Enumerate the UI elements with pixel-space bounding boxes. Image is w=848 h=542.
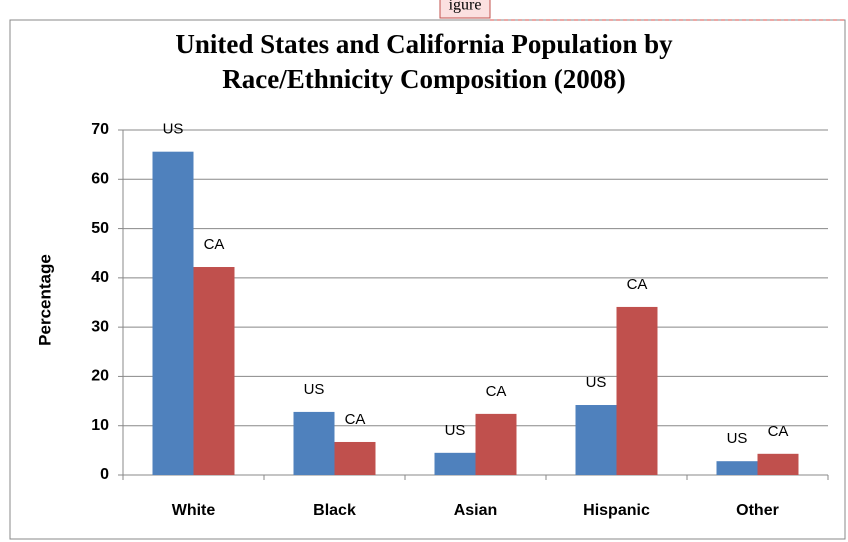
y-tick-label: 50 <box>91 220 109 237</box>
tab-label: igure <box>449 0 482 14</box>
data-label: US <box>586 374 607 391</box>
y-tick-label: 0 <box>100 466 109 483</box>
tab-box <box>439 0 491 19</box>
x-tick-label: Asian <box>454 502 498 519</box>
bar <box>152 151 194 475</box>
data-label: US <box>304 381 325 398</box>
data-label: CA <box>627 276 648 293</box>
data-label: US <box>445 422 466 439</box>
y-tick-label: 60 <box>91 171 109 188</box>
data-label: US <box>163 121 184 138</box>
y-tick-label: 40 <box>91 269 109 286</box>
bar <box>575 405 617 475</box>
bar <box>434 452 476 475</box>
data-label: CA <box>204 236 225 253</box>
bar <box>475 413 517 475</box>
data-label: US <box>727 430 748 447</box>
data-label: CA <box>486 383 507 400</box>
y-tick-label: 70 <box>91 121 109 138</box>
bar <box>293 411 335 475</box>
y-tick-label: 10 <box>91 417 109 434</box>
x-tick-label: Black <box>313 502 356 519</box>
bar <box>716 461 758 475</box>
bar <box>757 453 799 475</box>
chart-border <box>9 19 846 540</box>
y-tick-label: 20 <box>91 368 109 385</box>
bar <box>334 441 376 475</box>
bar <box>193 267 235 475</box>
y-axis-label: Percentage <box>35 254 54 346</box>
data-label: CA <box>768 423 789 440</box>
x-tick-label: Other <box>736 502 779 519</box>
chart-title: United States and California Population … <box>175 29 673 59</box>
x-tick-label: White <box>172 502 216 519</box>
x-tick-label: Hispanic <box>583 502 650 519</box>
bar <box>616 306 658 475</box>
y-tick-label: 30 <box>91 318 109 335</box>
data-label: CA <box>345 411 366 428</box>
chart-title: Race/Ethnicity Composition (2008) <box>222 64 625 94</box>
